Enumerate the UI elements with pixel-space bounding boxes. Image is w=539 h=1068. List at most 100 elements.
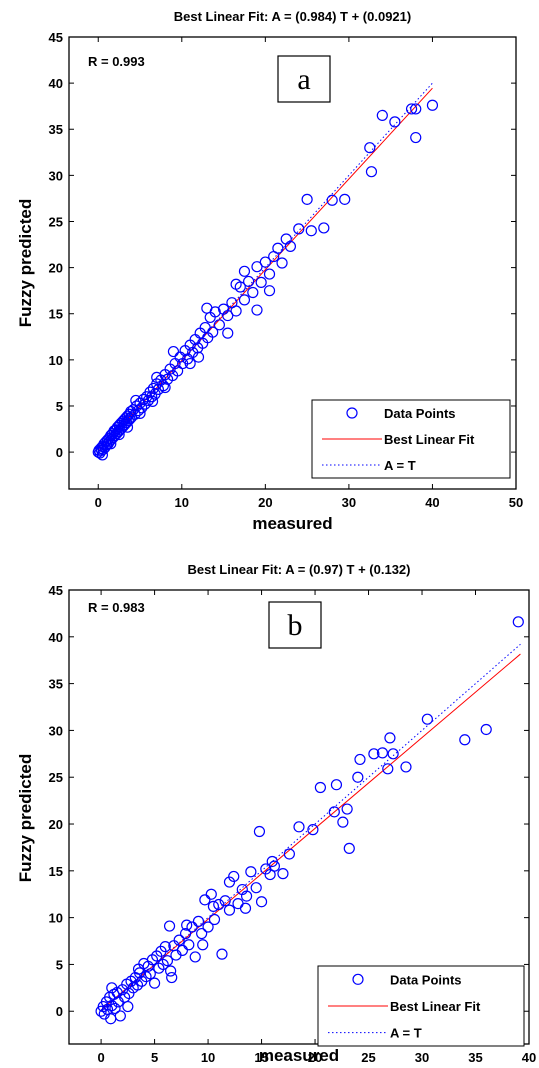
chart-b-title: Best Linear Fit: A = (0.97) T + (0.132) [188,562,411,577]
chart-b-data-point [354,753,366,766]
chart-a-data-point [263,285,276,297]
chart-b-data-point [459,734,471,746]
chart-b-data-point [114,1010,126,1022]
chart-b-data-point [161,955,174,967]
chart-a-data-point [284,240,297,252]
chart-a-data-point [146,391,158,403]
chart-b-data-point [208,913,221,926]
chart-a-data-point [213,319,225,331]
chart-b-data-point [186,921,198,933]
chart-a-y-axis-label: Fuzzy predicted [16,199,35,327]
chart-b-data-point [400,761,412,773]
chart-a-data-point [272,242,284,254]
chart-b-data-point [183,939,195,951]
chart-a-y-tick-label: 45 [49,30,63,45]
chart-a-data-point [243,275,255,288]
chart-b-x-tick-label: 0 [97,1050,104,1065]
chart-b-data-point [216,948,228,960]
chart-a-x-axis-label: measured [252,514,332,533]
chart-b-y-tick-label: 15 [49,864,63,879]
chart-a-data-point [136,402,148,414]
chart-b-data-point [159,941,171,953]
chart-a-x-tick-label: 40 [425,495,439,510]
chart-b-x-tick-label: 10 [201,1050,215,1065]
chart-a-title: Best Linear Fit: A = (0.984) T + (0.0921… [174,9,411,24]
chart-b-data-point [196,927,208,940]
chart-b-data-point [109,1002,121,1015]
chart-a-data-point [146,395,159,407]
chart-a-data-point [255,276,267,288]
chart-a-legend-label: A = T [384,458,416,473]
chart-b-data-point [421,713,433,725]
chart-b-data-point [277,868,289,880]
chart-b-data-point [384,732,396,744]
chart-b-data-point [202,921,214,933]
chart-a-data-point [276,257,288,269]
chart-a-data-point [192,351,205,363]
chart-b-data-point [250,882,262,894]
chart-b-data-point [266,855,278,868]
chart-b-data-point [176,944,188,956]
chart-a-r-value: R = 0.993 [88,54,145,69]
chart-b-x-tick-label: 30 [415,1050,429,1065]
chart-a-data-point [365,166,378,178]
chart-b-data-point [330,779,343,791]
chart-b-data-point [223,904,236,916]
chart-a-y-tick-label: 20 [49,261,63,276]
chart-b-data-point [352,771,364,783]
chart-b-data-point [213,898,225,911]
chart-a-data-point [305,225,317,237]
chart-b-data-point [192,915,205,927]
chart-b-legend-marker-points [352,973,364,985]
chart-a-data-point [132,404,144,417]
chart-b-data-point [122,1000,134,1013]
chart-a-data-point [251,304,263,316]
chart-a-legend-label: Data Points [384,406,456,421]
chart-b-fit-line [100,653,521,1011]
chart-b-data-point [368,748,380,760]
chart-b-data-point [148,977,161,989]
chart-a-data-point [293,223,305,235]
chart-b-y-tick-label: 45 [49,583,63,598]
chart-a-data-point [222,327,234,339]
chart-b-y-tick-label: 40 [49,630,63,645]
chart-b-legend-label: Data Points [390,972,462,987]
chart-b-data-point [314,781,326,794]
chart-a-y-tick-label: 40 [49,76,63,91]
chart-a-data-point [184,357,196,370]
chart-a-data-point [326,194,338,206]
chart-a-data-point [130,394,142,407]
chart-b-data-point [239,902,252,914]
chart-b-data-point [116,984,129,996]
chart-b-data-point [328,806,340,818]
chart-a-data-point [121,421,134,433]
chart-b-data-point [387,748,399,760]
chart-b-data-point [341,803,353,815]
chart-a-data-point [230,278,242,290]
chart-a-x-tick-label: 20 [258,495,272,510]
chart-b-data-point [173,934,185,946]
chart-a-panel-label-box [277,55,331,103]
chart-b-data-point [163,920,176,932]
chart-a-panel-label: a [297,63,310,96]
chart-b-data-point [293,821,305,833]
chart-b-data-point [376,747,389,759]
chart-a-data-point [259,256,271,268]
chart-a-x-tick-label: 10 [175,495,189,510]
chart-a-y-tick-label: 35 [49,122,63,137]
chart-a-data-point [247,286,259,299]
chart-a-data-point [389,116,401,128]
chart-b-data-point [245,866,257,878]
chart-a-data-point [201,302,213,314]
chart-b-data-point [106,982,118,994]
chart-b-data-point [166,971,178,984]
chart-a-data-point [134,407,146,419]
chart-b-data-point [207,900,220,912]
chart-a-legend-label: Best Linear Fit [384,432,475,447]
chart-a-y-tick-label: 30 [49,168,63,183]
chart-b-y-tick-label: 25 [49,770,63,785]
chart-b-x-tick-label: 15 [254,1050,268,1065]
chart-a-data-point [222,309,234,322]
chart-b-data-point [219,895,231,907]
chart-b-r-value: R = 0.983 [88,600,145,615]
